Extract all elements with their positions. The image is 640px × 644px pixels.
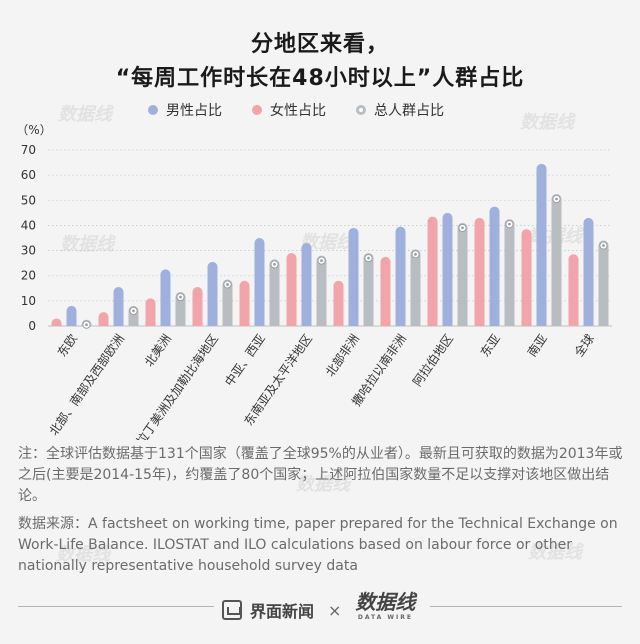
datawire-logo-sub: DATA WIRE [357, 614, 413, 621]
x-tick-label: 北部非洲 [322, 331, 362, 379]
bar-male [254, 238, 265, 326]
watermark: 数据线 [300, 232, 354, 253]
y-tick-label: 70 [21, 143, 36, 157]
bar-female [239, 280, 250, 326]
legend: 男性占比 女性占比 总人群占比 [148, 100, 444, 120]
x-tick-label: 阿拉伯地区 [409, 331, 456, 389]
datawire-logo: 数据线 DATA WIRE [355, 592, 415, 626]
bar-male [583, 217, 594, 326]
x-tick-label: 中亚、西亚 [221, 331, 268, 389]
bar-female [521, 229, 532, 326]
footer-times: × [328, 600, 342, 620]
x-tick-label: 北美洲 [142, 332, 174, 370]
bar-total [175, 292, 186, 326]
bar-female [427, 216, 438, 326]
y-axis-label: （%） [16, 123, 51, 137]
legend-label-total: 总人群占比 [374, 103, 444, 119]
bar-female [380, 256, 391, 326]
bar-male [348, 227, 359, 326]
watermark: 数据线 [528, 542, 582, 563]
bar-total-marker-dot [320, 259, 323, 262]
legend-item-total: 总人群占比 [356, 100, 444, 120]
x-tick-label: 东欧 [55, 332, 80, 360]
bar-total-marker-dot [179, 295, 182, 299]
bar-total [316, 255, 327, 326]
y-tick-label: 0 [28, 319, 36, 333]
y-tick-label: 60 [21, 168, 36, 182]
chart-title-line2: “每周工作时长在48小时以上”人群占比 [115, 66, 525, 91]
bar-female [286, 253, 297, 326]
bar-female [474, 217, 485, 326]
watermark: 数据线 [520, 112, 574, 133]
watermark: 数据线 [58, 104, 112, 125]
bar-male [489, 206, 500, 326]
bar-total [363, 253, 374, 326]
watermark: 数据线 [56, 544, 110, 565]
bar-female [333, 280, 344, 326]
bar-female [192, 287, 203, 326]
datawire-logo-text: 数据线 [355, 590, 416, 614]
bar-total [410, 249, 421, 326]
bar-total-marker-dot [555, 197, 558, 201]
bar-male [160, 269, 171, 326]
x-tick-label: 全球 [571, 331, 597, 359]
chart-title-line1: 分地区来看， [250, 32, 389, 57]
bar-male [301, 243, 312, 326]
y-tick-label: 30 [21, 244, 36, 258]
legend-label-female: 女性占比 [270, 103, 326, 119]
bar-female [145, 298, 156, 326]
bar-total [457, 222, 468, 326]
bar-total-marker-dot [508, 222, 511, 226]
bar-total-marker-dot [85, 323, 88, 327]
bar-total [222, 279, 233, 326]
bar-total [269, 259, 280, 326]
footer-brands: 界面新闻 × 数据线 DATA WIRE [214, 592, 424, 626]
bar-total [598, 240, 609, 326]
bar-female [98, 312, 109, 326]
y-tick-label: 40 [21, 218, 36, 232]
x-tick-label: 东亚 [478, 332, 503, 360]
x-tick-label: 南亚 [524, 331, 550, 359]
bar-female [568, 254, 579, 326]
footnote: 注：全球评估数据基于131个国家（覆盖了全球95%的从业者）。最新且可获取的数据… [18, 446, 623, 504]
bar-male [66, 305, 77, 326]
footer: 界面新闻 × 数据线 DATA WIRE [0, 592, 640, 626]
footer-divider-right [430, 606, 622, 607]
bar-total-marker-dot [414, 252, 417, 256]
bar-total-marker-dot [367, 256, 370, 260]
bar-male [207, 261, 218, 326]
x-tick-label: 拉丁美洲及加勒比海地区 [133, 331, 221, 440]
bar-male [395, 226, 406, 326]
bar-total-marker-dot [602, 244, 605, 247]
watermark: 数据线 [296, 474, 350, 495]
data-source: 数据来源：A factsheet on working time, paper … [18, 516, 618, 574]
y-tick-label: 50 [21, 193, 36, 207]
legend-swatch-female [252, 105, 262, 115]
bar-total [504, 219, 515, 326]
y-tick-label: 10 [21, 294, 36, 308]
bar-total-marker-dot [132, 309, 135, 313]
bar-male [536, 163, 547, 326]
bar-total-marker-dot [226, 283, 229, 286]
bar-male [442, 212, 453, 326]
bar-female [51, 318, 62, 326]
legend-swatch-male [148, 105, 158, 115]
legend-swatch-total [356, 105, 366, 115]
bar-total-marker-dot [461, 226, 464, 230]
watermark: 数据线 [60, 234, 114, 255]
bar-total-marker-dot [273, 262, 276, 266]
bar-male [113, 287, 124, 326]
footer-divider-left [18, 606, 218, 607]
y-tick-label: 20 [21, 269, 36, 283]
footer-brand-jiemian: 界面新闻 [250, 602, 315, 621]
legend-item-male: 男性占比 [148, 100, 222, 120]
legend-label-male: 男性占比 [166, 103, 222, 119]
legend-item-female: 女性占比 [252, 100, 326, 120]
bar-total [551, 194, 562, 326]
jiemian-logo-icon [222, 600, 242, 620]
